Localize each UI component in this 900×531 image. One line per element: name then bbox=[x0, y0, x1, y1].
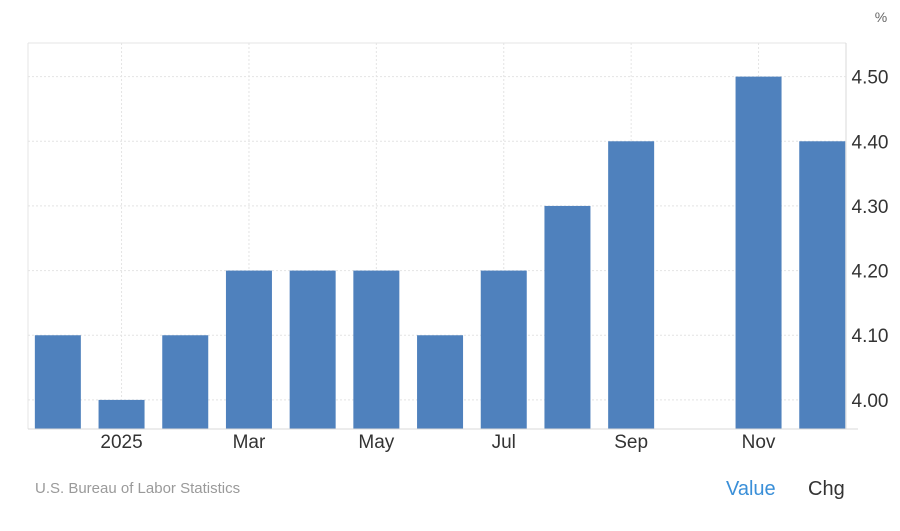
x-tick-label: Mar bbox=[233, 432, 266, 453]
bar-2025-01 bbox=[99, 400, 145, 429]
bar-2025-07 bbox=[481, 271, 527, 429]
y-tick-label: 4.30 bbox=[852, 197, 889, 218]
bar-2025-08 bbox=[544, 206, 590, 429]
y-tick-label: 4.50 bbox=[852, 68, 889, 89]
y-tick-label: 4.10 bbox=[852, 326, 889, 347]
bar-2025-02 bbox=[162, 335, 208, 429]
bar-2025-06 bbox=[417, 335, 463, 429]
x-tick-label: Jul bbox=[492, 432, 516, 453]
x-tick-label: 2025 bbox=[100, 432, 142, 453]
y-tick-label: 4.40 bbox=[852, 132, 889, 153]
y-tick-label: 4.20 bbox=[852, 262, 889, 283]
unit-label: % bbox=[875, 9, 887, 25]
bar-2025-04 bbox=[290, 271, 336, 429]
bar-2025-09 bbox=[608, 141, 654, 429]
bar-2025-12 bbox=[799, 141, 845, 429]
x-tick-label: Sep bbox=[614, 432, 648, 453]
x-tick-label: May bbox=[358, 432, 394, 453]
bar-2024-12 bbox=[35, 335, 81, 429]
bar-2025-05 bbox=[353, 271, 399, 429]
bars bbox=[35, 77, 845, 429]
y-tick-label: 4.00 bbox=[852, 391, 889, 412]
tab-chg[interactable]: Chg bbox=[808, 478, 845, 501]
bar-2025-11 bbox=[736, 77, 782, 429]
tab-value[interactable]: Value bbox=[726, 478, 776, 501]
x-tick-label: Nov bbox=[742, 432, 776, 453]
bar-2025-03 bbox=[226, 271, 272, 429]
source-label: U.S. Bureau of Labor Statistics bbox=[35, 480, 240, 497]
